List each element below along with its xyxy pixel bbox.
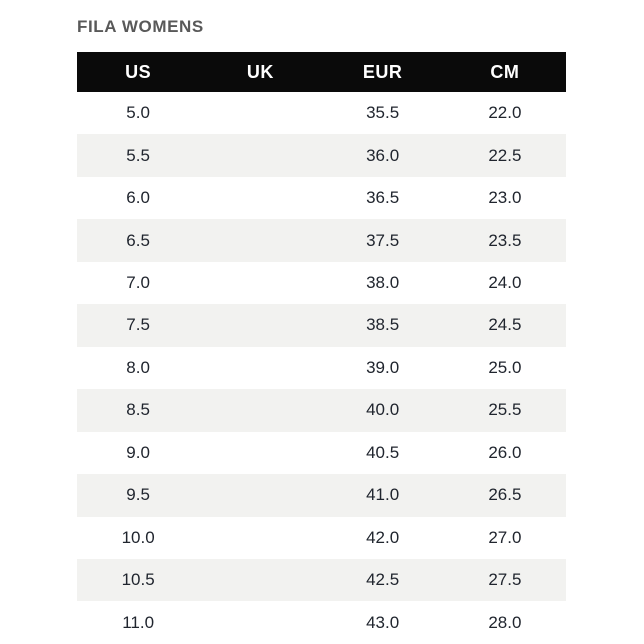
table-cell: 38.0: [366, 273, 400, 293]
table-cell: 8.5: [126, 400, 150, 420]
table-row: 9.5 41.0 26.5: [77, 474, 566, 517]
table-cell: 22.5: [488, 145, 522, 165]
table-cell: 10.0: [121, 527, 155, 547]
table-cell: 26.0: [488, 442, 522, 462]
table-cell: 9.0: [126, 442, 150, 462]
table-cell: 24.5: [488, 315, 522, 335]
table-row: 9.0 40.5 26.0: [77, 431, 566, 475]
table-cell: 39.0: [366, 357, 400, 377]
table-row: 6.0 36.5 23.0: [77, 176, 566, 220]
table-cell: 7.0: [126, 273, 150, 293]
size-chart-table: US UK EUR CM 5.0 35.5 22.0 5.5 36.0 22.5 6.0 36.5 2…: [77, 52, 566, 644]
table-cell: 36.0: [366, 145, 400, 165]
table-cell: 22.0: [488, 103, 522, 123]
table-cell: 27.5: [488, 570, 522, 590]
page-title: FILA WOMENS: [77, 17, 204, 36]
table-cell: 25.5: [488, 400, 522, 420]
column-header-eur: EUR: [362, 61, 403, 82]
table-cell: 24.0: [488, 273, 522, 293]
table-cell: 9.5: [126, 485, 150, 505]
table-cell: 40.5: [366, 442, 400, 462]
table-row: 11.0 43.0 28.0: [77, 601, 566, 644]
table-row: 6.5 37.5 23.5: [77, 219, 566, 262]
table-row: 5.5 36.0 22.5: [77, 134, 566, 177]
table-cell: 28.0: [488, 612, 522, 632]
table-row: 7.5 38.5 24.5: [77, 304, 566, 347]
table-cell: 8.0: [126, 357, 150, 377]
table-row: 8.5 40.0 25.5: [77, 389, 566, 432]
table-cell: 10.5: [121, 570, 155, 590]
table-cell: 11.0: [122, 612, 155, 632]
table-row: 10.5 42.5 27.5: [77, 558, 566, 602]
column-header-us: US: [125, 61, 152, 82]
table-cell: 40.0: [366, 400, 400, 420]
table-cell: 43.0: [366, 612, 400, 632]
table-cell: 5.0: [126, 103, 150, 123]
table-cell: 42.5: [366, 570, 400, 590]
table-cell: 27.0: [488, 527, 522, 547]
table-cell: 35.5: [366, 103, 400, 123]
table-cell: 23.5: [488, 230, 522, 250]
table-cell: 36.5: [366, 188, 400, 208]
table-cell: 5.5: [126, 145, 150, 165]
table-row: 10.0 42.0 27.0: [77, 516, 566, 559]
column-header-cm: CM: [490, 61, 520, 82]
table-cell: 37.5: [366, 230, 400, 250]
table-header-row: US UK EUR CM: [77, 52, 566, 92]
table-cell: 38.5: [366, 315, 400, 335]
table-cell: 26.5: [488, 485, 522, 505]
table-row: 7.0 38.0 24.0: [77, 261, 566, 305]
table-row: 5.0 35.5 22.0: [77, 92, 566, 135]
table-body: 5.0 35.5 22.0 5.5 36.0 22.5 6.0 36.5 23.0 6.5 37.5…: [77, 92, 566, 644]
table-cell: 6.5: [126, 230, 150, 250]
table-row: 8.0 39.0 25.0: [77, 346, 566, 390]
table-cell: 6.0: [126, 188, 150, 208]
table-cell: 23.0: [488, 188, 522, 208]
table-cell: 7.5: [126, 315, 150, 335]
table-cell: 42.0: [366, 527, 400, 547]
table-cell: 41.0: [366, 485, 400, 505]
column-header-uk: UK: [246, 61, 274, 82]
table-cell: 25.0: [488, 357, 522, 377]
